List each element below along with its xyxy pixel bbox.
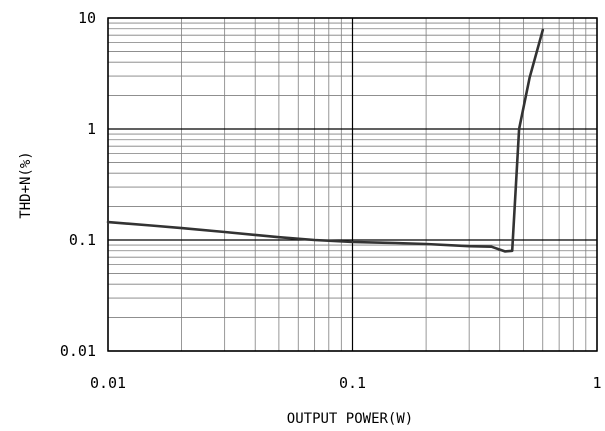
- x-tick-labels: 0.01 0.1 1: [90, 374, 602, 392]
- series-line: [106, 28, 545, 253]
- y-tick-label: 0.1: [69, 231, 96, 249]
- y-axis-title: THD+N(%): [18, 151, 34, 218]
- y-tick-label: 10: [78, 9, 96, 27]
- x-tick-label: 0.01: [90, 374, 126, 392]
- x-tick-label: 0.1: [339, 374, 366, 392]
- y-tick-labels: 0.01 0.1 1 10: [60, 9, 96, 360]
- y-tick-label: 0.01: [60, 342, 96, 360]
- x-tick-label: 1: [592, 374, 601, 392]
- plot-area-frame: [107, 17, 598, 352]
- y-tick-label: 1: [87, 120, 96, 138]
- series-layer: [106, 28, 545, 253]
- x-axis-title: OUTPUT POWER(W): [287, 411, 413, 427]
